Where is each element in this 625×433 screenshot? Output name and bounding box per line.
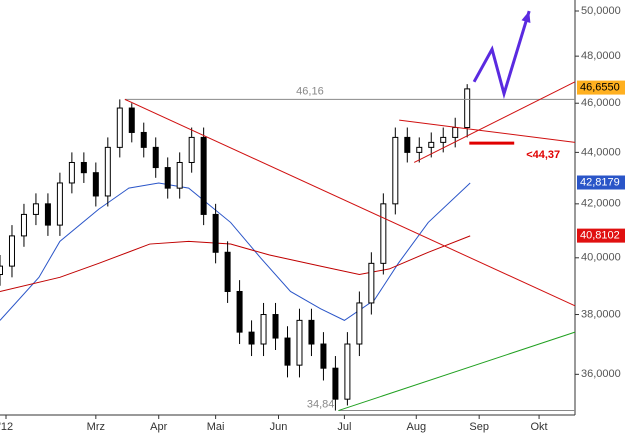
- candle-body: [104, 146, 111, 197]
- x-tick-label: Mrz: [87, 421, 105, 433]
- candle-body: [320, 343, 327, 369]
- candle-body: [32, 203, 39, 215]
- x-tick-label: Apr: [150, 421, 167, 433]
- candle-body: [440, 136, 447, 143]
- candle-body: [224, 251, 231, 292]
- candle-body: [260, 314, 267, 345]
- candle-body: [392, 136, 399, 205]
- candle-body: [140, 131, 147, 148]
- candle-body: [152, 146, 159, 169]
- candle-body: [116, 107, 123, 148]
- price-label: 40,8102: [580, 230, 620, 242]
- price-label-box: [577, 80, 625, 95]
- candle-body: [404, 136, 411, 153]
- candle-body: [0, 265, 3, 276]
- x-tick-label: Okt: [531, 421, 548, 433]
- y-tick-label: 50,0000: [581, 5, 621, 17]
- candle-body: [188, 136, 195, 163]
- candle-body: [8, 235, 15, 267]
- x-tick-label: Jul: [337, 421, 351, 433]
- trend-line: [413, 81, 576, 163]
- candle-body: [200, 136, 207, 215]
- y-tick-label: 40,0000: [581, 252, 621, 264]
- trend-line: [124, 98, 576, 307]
- candle-body: [344, 343, 351, 400]
- candle-body: [248, 331, 255, 345]
- line-label: 34,84: [307, 398, 335, 410]
- candle-body: [368, 262, 375, 304]
- trend-line: [338, 331, 576, 412]
- candle-body: [20, 213, 27, 237]
- candle-body: [380, 203, 387, 264]
- y-tick-label: 46,0000: [581, 97, 621, 109]
- candle-body: [236, 290, 243, 333]
- candle-body: [164, 167, 171, 189]
- candle-body: [92, 172, 99, 197]
- x-tick-label: Jun: [270, 421, 288, 433]
- line-label: <44,37: [526, 149, 560, 161]
- candle-body: [284, 337, 291, 366]
- candle-body: [68, 161, 75, 184]
- price-label-box: [577, 228, 625, 243]
- candle-body: [464, 88, 471, 129]
- candle-body: [80, 161, 87, 174]
- moving-average: [0, 235, 471, 292]
- y-tick-label: 36,0000: [581, 368, 621, 380]
- candle-body: [212, 213, 219, 253]
- y-tick-label: 44,0000: [581, 146, 621, 158]
- candle-body: [356, 302, 363, 345]
- y-tick-label: 42,0000: [581, 198, 621, 210]
- candle-body: [128, 107, 135, 133]
- candle-body: [428, 141, 435, 148]
- candle-body: [416, 146, 423, 153]
- candle-body: [296, 319, 303, 366]
- y-tick-label: 38,0000: [581, 308, 621, 320]
- x-tick-label: Mai: [207, 421, 225, 433]
- arrow-head: [521, 11, 531, 23]
- candle-body: [44, 203, 51, 226]
- candle-body: [308, 319, 315, 345]
- candle-body: [56, 182, 63, 226]
- trend-line: [472, 10, 531, 100]
- y-tick-label: 48,0000: [581, 50, 621, 62]
- candle-body: [332, 367, 339, 400]
- candle-body: [272, 314, 279, 339]
- line-label: 46,16: [296, 85, 324, 97]
- candle-body: [176, 161, 183, 189]
- candle-body: [452, 127, 459, 138]
- moving-average: [0, 182, 471, 321]
- price-label-box: [577, 175, 625, 190]
- price-label: 46,6550: [580, 81, 620, 93]
- trend-line: [399, 119, 576, 143]
- price-label: 42,8179: [580, 176, 620, 188]
- x-tick-label: Sep: [469, 421, 489, 433]
- x-tick-label: Aug: [406, 421, 426, 433]
- x-tick-label: '12: [0, 421, 13, 433]
